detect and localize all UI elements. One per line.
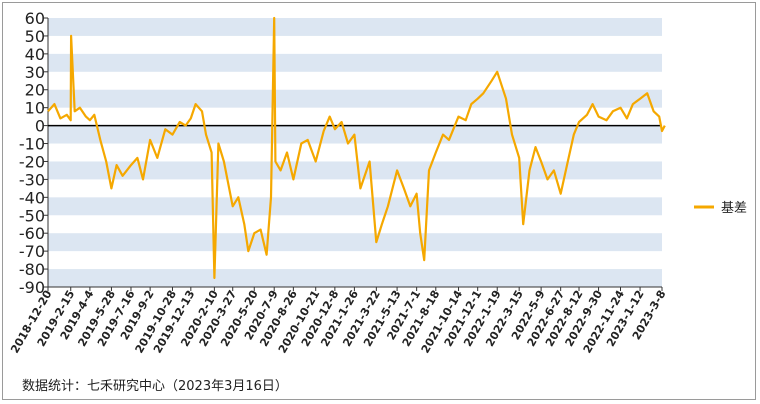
source-annotation: 数据统计：七禾研究中心（2023年3月16日） xyxy=(22,379,288,394)
y-tick-label: 10 xyxy=(25,99,45,118)
x-axis: 2018-12-202019-2-152019-4-42019-5-282019… xyxy=(8,286,669,355)
grid-band xyxy=(48,269,662,287)
y-tick-label: -30 xyxy=(19,170,45,189)
y-tick-label: 40 xyxy=(25,45,45,64)
y-tick-label: 20 xyxy=(25,81,45,100)
y-tick-label: -50 xyxy=(19,206,45,225)
grid-band xyxy=(48,89,662,108)
grid-bands xyxy=(48,18,662,287)
series-layer xyxy=(47,16,666,280)
legend[interactable]: 基差 xyxy=(694,201,747,216)
y-tick-label: -40 xyxy=(19,188,45,207)
grid-band xyxy=(48,233,662,252)
y-tick-label: 50 xyxy=(25,27,45,46)
grid-band xyxy=(48,18,662,36)
grid-band xyxy=(48,53,662,72)
y-tick-label: -10 xyxy=(19,135,45,154)
y-tick-label: -70 xyxy=(19,242,45,261)
y-tick-label: -80 xyxy=(19,260,45,279)
y-tick-label: -60 xyxy=(19,224,45,243)
y-tick-label: 0 xyxy=(35,117,45,136)
grid-band xyxy=(48,197,662,216)
series-line xyxy=(47,16,666,280)
legend-label: 基差 xyxy=(721,201,747,216)
y-tick-label: -20 xyxy=(19,152,45,171)
y-tick-label: -90 xyxy=(19,278,45,297)
y-tick-label: 60 xyxy=(25,9,45,28)
grid-band xyxy=(48,161,662,180)
y-tick-label: 30 xyxy=(25,63,45,82)
